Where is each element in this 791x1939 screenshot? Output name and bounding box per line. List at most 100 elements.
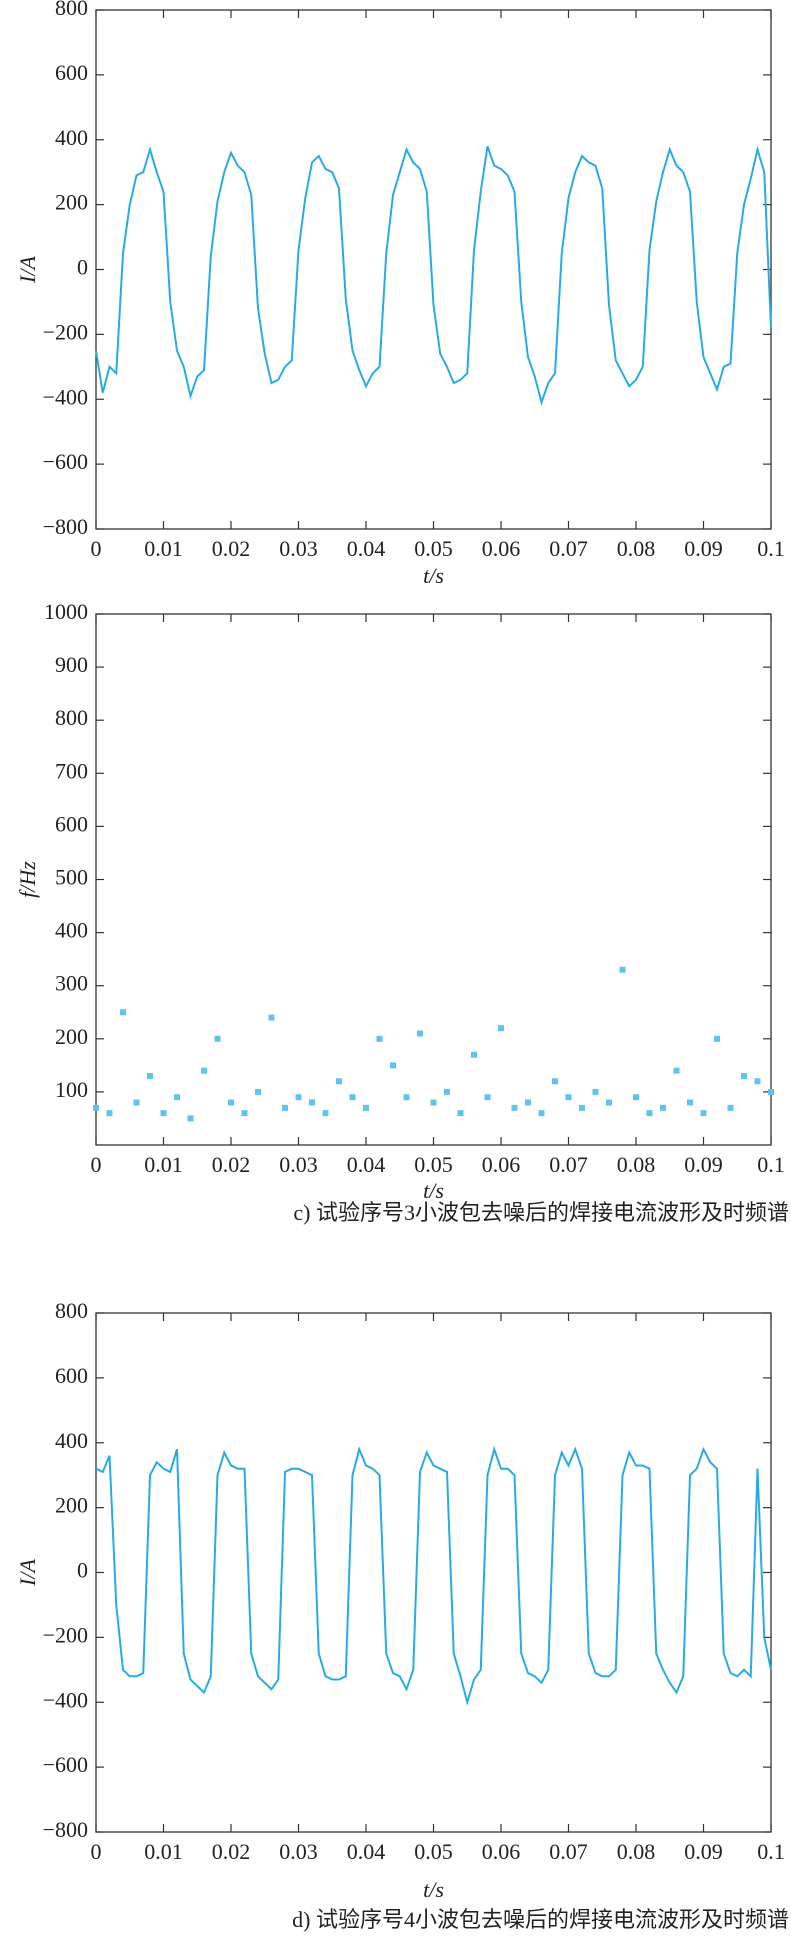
y-tick-label: −200 — [43, 319, 88, 344]
y-axis-label: f/Hz — [15, 861, 40, 898]
x-tick-label: 0.08 — [617, 1152, 656, 1177]
plot-frame — [95, 613, 772, 1146]
y-tick-label: 100 — [55, 1077, 88, 1102]
data-line — [95, 145, 772, 406]
y-tick-label: 400 — [55, 1428, 88, 1453]
x-tick-label: 0.1 — [757, 1839, 785, 1864]
data-point — [619, 966, 626, 973]
x-axis-label: t/s — [423, 1178, 444, 1203]
y-tick-label: 700 — [55, 758, 88, 783]
x-tick-label: 0.1 — [757, 1152, 785, 1177]
x-tick-label: 0.04 — [347, 1839, 386, 1864]
data-point — [511, 1104, 518, 1111]
x-tick-label: 0.01 — [144, 536, 183, 561]
data-point — [471, 1051, 477, 1058]
data-point — [309, 1099, 315, 1106]
data-point — [322, 1110, 329, 1117]
data-point — [295, 1094, 302, 1101]
x-tick-label: 0.07 — [549, 536, 588, 561]
x-tick-label: 0.06 — [482, 536, 521, 561]
x-tick-label: 0.07 — [549, 1152, 588, 1177]
x-tick-label: 0.09 — [684, 1152, 723, 1177]
y-tick-label: −600 — [43, 1752, 88, 1777]
data-point — [565, 1094, 572, 1101]
x-tick-label: 0.06 — [482, 1152, 521, 1177]
data-point — [255, 1088, 261, 1095]
data-point — [147, 1072, 153, 1079]
data-point — [430, 1099, 437, 1106]
x-tick-label: 0.05 — [414, 1839, 453, 1864]
y-tick-label: 300 — [55, 971, 88, 996]
y-tick-label: 0 — [77, 1558, 88, 1583]
x-tick-label: 0.07 — [549, 1839, 588, 1864]
x-tick-label: 0.03 — [279, 536, 318, 561]
x-tick-label: 0.01 — [144, 1839, 183, 1864]
y-tick-label: 800 — [55, 705, 88, 730]
data-point — [174, 1094, 180, 1101]
data-point — [714, 1035, 720, 1042]
data-point — [336, 1078, 342, 1085]
data-point — [390, 1062, 396, 1069]
data-point — [214, 1035, 221, 1042]
data-point — [660, 1104, 666, 1111]
x-tick-label: 0.03 — [279, 1839, 318, 1864]
y-axis-label: I/A — [15, 1559, 40, 1587]
data-point — [579, 1104, 585, 1111]
x-tick-label: 0 — [91, 536, 102, 561]
data-point — [484, 1094, 491, 1101]
data-point — [592, 1088, 599, 1095]
data-point — [538, 1110, 545, 1117]
x-tick-label: 0.09 — [684, 1839, 723, 1864]
data-point — [633, 1094, 639, 1101]
y-tick-label: −800 — [43, 1817, 88, 1842]
data-point — [228, 1099, 234, 1106]
y-tick-label: 600 — [55, 1363, 88, 1388]
x-tick-label: 0.09 — [684, 536, 723, 561]
y-axis-label: I/A — [15, 256, 40, 284]
x-tick-label: 0.01 — [144, 1152, 183, 1177]
x-tick-label: 0.08 — [617, 536, 656, 561]
caption: d) 试验序号4小波包去噪后的焊接电流波形及时频谱 — [292, 1907, 789, 1932]
y-tick-label: −400 — [43, 1687, 88, 1712]
data-point — [282, 1104, 288, 1111]
x-tick-label: 0.02 — [212, 1839, 251, 1864]
caption: c) 试验序号3小波包去噪后的焊接电流波形及时频谱 — [293, 1200, 789, 1225]
data-point — [606, 1099, 612, 1106]
y-tick-label: 0 — [77, 255, 88, 280]
data-point — [93, 1104, 99, 1111]
plot-frame — [95, 1312, 772, 1833]
y-tick-label: 400 — [55, 918, 88, 943]
data-point — [687, 1099, 693, 1106]
y-tick-label: 800 — [55, 0, 88, 20]
data-point — [160, 1110, 167, 1117]
data-point — [741, 1072, 747, 1079]
y-tick-label: −600 — [43, 449, 88, 474]
y-tick-label: 500 — [55, 865, 88, 890]
y-tick-label: 200 — [55, 190, 88, 215]
y-tick-label: 800 — [55, 1298, 88, 1323]
y-tick-label: 1000 — [44, 599, 88, 624]
data-point — [444, 1088, 450, 1095]
data-point — [376, 1035, 383, 1042]
y-tick-label: −400 — [43, 384, 88, 409]
data-point — [525, 1099, 531, 1106]
data-point — [700, 1110, 707, 1117]
x-tick-label: 0 — [91, 1839, 102, 1864]
data-point — [363, 1104, 369, 1111]
y-tick-label: 900 — [55, 652, 88, 677]
y-tick-label: −800 — [43, 514, 88, 539]
y-tick-label: −200 — [43, 1622, 88, 1647]
data-point — [241, 1110, 248, 1117]
data-point — [417, 1030, 423, 1037]
data-point — [403, 1094, 410, 1101]
y-tick-label: 200 — [55, 1493, 88, 1518]
x-tick-label: 0.05 — [414, 536, 453, 561]
x-tick-label: 0.04 — [347, 536, 386, 561]
data-point — [133, 1099, 140, 1106]
y-tick-label: 600 — [55, 811, 88, 836]
x-tick-label: 0.06 — [482, 1839, 521, 1864]
data-point — [498, 1025, 504, 1032]
data-point — [768, 1088, 774, 1095]
x-tick-label: 0.08 — [617, 1839, 656, 1864]
